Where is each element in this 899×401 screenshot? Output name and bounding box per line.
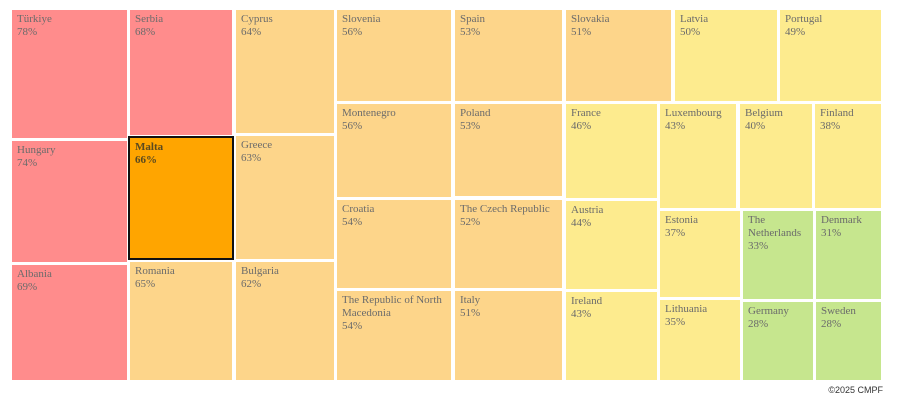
tile-finland[interactable]: Finland 38% xyxy=(815,104,881,208)
tile-hungary[interactable]: Hungary 74% xyxy=(12,141,127,262)
tile-label: Cyprus xyxy=(241,13,273,25)
tile-label: Bulgaria xyxy=(241,265,279,277)
tile-value: 51% xyxy=(571,26,592,38)
tile-label: The Netherlands xyxy=(748,214,802,239)
tile-value: 53% xyxy=(460,120,481,132)
tile-label: Slovakia xyxy=(571,13,610,25)
tile-germany[interactable]: Germany 28% xyxy=(743,302,813,380)
tile-the-netherlands[interactable]: The Netherlands 33% xyxy=(743,211,813,299)
tile-label: Spain xyxy=(460,13,486,25)
tile-value: 44% xyxy=(571,217,592,229)
tile-label: Poland xyxy=(460,107,491,119)
tile-label: Slovenia xyxy=(342,13,381,25)
tile-value: 64% xyxy=(241,26,262,38)
tile-ireland[interactable]: Ireland 43% xyxy=(566,292,657,380)
tile-label: Germany xyxy=(748,305,789,317)
tile-value: 51% xyxy=(460,307,481,319)
tile-value: 69% xyxy=(17,281,38,293)
tile-lithuania[interactable]: Lithuania 35% xyxy=(660,300,740,380)
tile-malta[interactable]: Malta 66% xyxy=(128,136,234,260)
tile-value: 43% xyxy=(665,120,686,132)
tile-latvia[interactable]: Latvia 50% xyxy=(675,10,777,101)
tile-value: 40% xyxy=(745,120,766,132)
tile-label: Lithuania xyxy=(665,303,708,315)
tile-value: 53% xyxy=(460,26,481,38)
tile-value: 63% xyxy=(241,152,262,164)
tile-estonia[interactable]: Estonia 37% xyxy=(660,211,740,297)
tile-montenegro[interactable]: Montenegro 56% xyxy=(337,104,451,197)
tile-croatia[interactable]: Croatia 54% xyxy=(337,200,451,288)
tile-romania[interactable]: Romania 65% xyxy=(130,262,232,380)
tile-value: 68% xyxy=(135,26,156,38)
tile-bulgaria[interactable]: Bulgaria 62% xyxy=(236,262,334,380)
tile-label: Ireland xyxy=(571,295,603,307)
tile-label: France xyxy=(571,107,601,119)
tile-value: 50% xyxy=(680,26,701,38)
tile-label: Denmark xyxy=(821,214,862,226)
tile-belgium[interactable]: Belgium 40% xyxy=(740,104,812,208)
tile-value: 65% xyxy=(135,278,156,290)
tile-sweden[interactable]: Sweden 28% xyxy=(816,302,881,380)
tile-value: 28% xyxy=(748,318,769,330)
copyright-credit: ©2025 CMPF xyxy=(828,385,883,395)
tile-label: Estonia xyxy=(665,214,698,226)
tile-value: 56% xyxy=(342,26,363,38)
tile-serbia[interactable]: Serbia 68% xyxy=(130,10,232,135)
tile-label: The Czech Republic xyxy=(460,203,550,215)
tile-label: Romania xyxy=(135,265,175,277)
tile-slovakia[interactable]: Slovakia 51% xyxy=(566,10,671,101)
tile-value: 54% xyxy=(342,216,363,228)
tile-value: 35% xyxy=(665,316,686,328)
tile-slovenia[interactable]: Slovenia 56% xyxy=(337,10,451,101)
tile-label: Latvia xyxy=(680,13,709,25)
tile-france[interactable]: France 46% xyxy=(566,104,657,198)
tile-label: Italy xyxy=(460,294,481,306)
tile-value: 52% xyxy=(460,216,481,228)
tile-value: 43% xyxy=(571,308,592,320)
tile-austria[interactable]: Austria 44% xyxy=(566,201,657,289)
tile-label: Austria xyxy=(571,204,604,216)
tile-portugal[interactable]: Portugal 49% xyxy=(780,10,881,101)
tile-value: 33% xyxy=(748,240,769,252)
tile-the-czech-republic[interactable]: The Czech Republic 52% xyxy=(455,200,562,288)
tile-label: Serbia xyxy=(135,13,164,25)
tile-label: Montenegro xyxy=(342,107,396,119)
tile-label: Türkiye xyxy=(17,13,52,25)
tile-spain[interactable]: Spain 53% xyxy=(455,10,562,101)
tile-label: Malta xyxy=(135,141,164,153)
tile-the-republic-of-north-macedonia[interactable]: The Republic of North Macedonia 54% xyxy=(337,291,451,380)
tile-label: Sweden xyxy=(821,305,856,317)
tile-label: Hungary xyxy=(17,144,56,156)
tile-poland[interactable]: Poland 53% xyxy=(455,104,562,196)
tile-value: 49% xyxy=(785,26,806,38)
tile-value: 62% xyxy=(241,278,262,290)
tile-value: 56% xyxy=(342,120,363,132)
tile-value: 37% xyxy=(665,227,686,239)
tile-label: The Republic of North Macedonia xyxy=(342,294,442,319)
tile-value: 54% xyxy=(342,320,363,332)
tile-value: 74% xyxy=(17,157,38,169)
tile-cyprus[interactable]: Cyprus 64% xyxy=(236,10,334,133)
tile-italy[interactable]: Italy 51% xyxy=(455,291,562,380)
tile-label: Croatia xyxy=(342,203,375,215)
tile-label: Portugal xyxy=(785,13,823,25)
tile-label: Belgium xyxy=(745,107,783,119)
tile-value: 78% xyxy=(17,26,38,38)
tile-label: Greece xyxy=(241,139,273,151)
tile-denmark[interactable]: Denmark 31% xyxy=(816,211,881,299)
tile-value: 46% xyxy=(571,120,592,132)
tile-value: 28% xyxy=(821,318,842,330)
tile-value: 38% xyxy=(820,120,841,132)
tile-t-rkiye[interactable]: Türkiye 78% xyxy=(12,10,127,138)
tile-label: Luxembourg xyxy=(665,107,722,119)
tile-label: Albania xyxy=(17,268,52,280)
tile-value: 66% xyxy=(135,154,157,166)
tile-albania[interactable]: Albania 69% xyxy=(12,265,127,380)
tile-label: Finland xyxy=(820,107,854,119)
tile-value: 31% xyxy=(821,227,842,239)
tile-luxembourg[interactable]: Luxembourg 43% xyxy=(660,104,736,208)
tile-greece[interactable]: Greece 63% xyxy=(236,136,334,259)
